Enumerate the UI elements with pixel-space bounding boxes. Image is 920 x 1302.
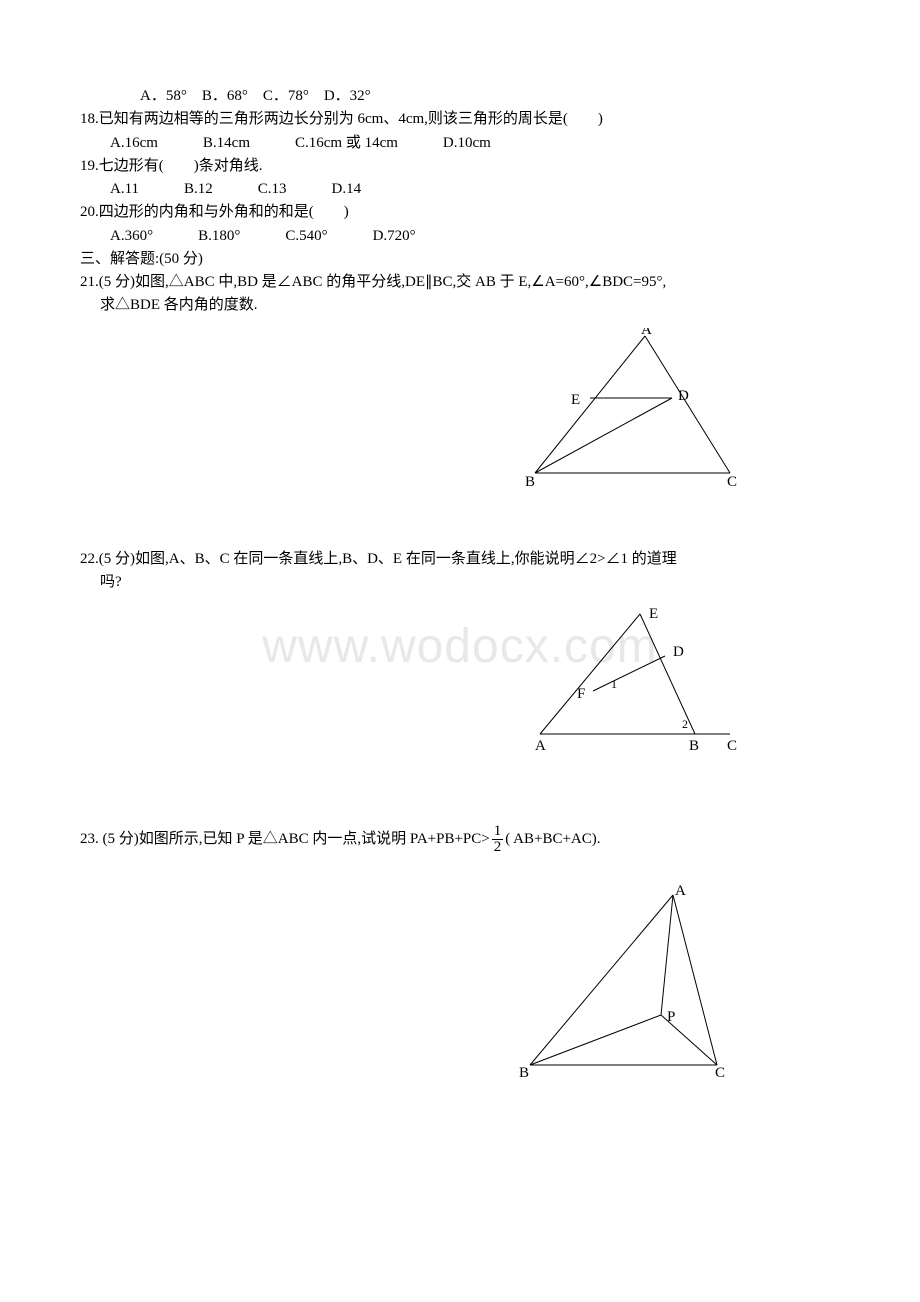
- svg-text:C: C: [727, 738, 737, 754]
- q21-ask: 求△BDE 各内角的度数.: [80, 294, 840, 317]
- section-3-header: 三、解答题:(50 分): [80, 248, 840, 271]
- svg-text:B: B: [525, 474, 535, 488]
- svg-text:C: C: [715, 1065, 725, 1080]
- svg-text:2: 2: [682, 717, 688, 731]
- q22-figure: E D F A B C 1 2: [505, 604, 740, 764]
- q23-figure-block: A B C P: [80, 885, 840, 1080]
- q22-figure-block: E D F A B C 1 2: [80, 604, 840, 764]
- q23-stem: 23. (5 分)如图所示,已知 P 是△ABC 内一点,试说明 PA+PB+P…: [80, 824, 840, 855]
- svg-text:B: B: [689, 738, 699, 754]
- svg-text:A: A: [641, 328, 652, 338]
- q21-figure-block: A E D B C: [80, 328, 840, 488]
- svg-text:E: E: [649, 606, 658, 622]
- q23-stem-b: ( AB+BC+AC).: [505, 831, 600, 847]
- svg-text:1: 1: [611, 677, 617, 691]
- q20-stem: 20.四边形的内角和与外角和的和是( ): [80, 201, 840, 224]
- q21-stem: 21.(5 分)如图,△ABC 中,BD 是∠ABC 的角平分线,DE∥BC,交…: [80, 271, 840, 294]
- q23-stem-a: 23. (5 分)如图所示,已知 P 是△ABC 内一点,试说明 PA+PB+P…: [80, 831, 490, 847]
- q18-options: A.16cm B.14cm C.16cm 或 14cm D.10cm: [80, 132, 840, 155]
- svg-text:A: A: [675, 885, 686, 899]
- q22-stem: 22.(5 分)如图,A、B、C 在同一条直线上,B、D、E 在同一条直线上,你…: [80, 548, 840, 571]
- q22-ask: 吗?: [80, 571, 840, 594]
- svg-text:A: A: [535, 738, 546, 754]
- svg-text:E: E: [571, 392, 580, 408]
- fraction-one-half: 12: [492, 824, 504, 855]
- q17-options: A．58° B．68° C．78° D．32°: [80, 85, 840, 108]
- svg-text:F: F: [577, 686, 585, 702]
- svg-text:D: D: [673, 644, 684, 660]
- svg-text:P: P: [667, 1009, 675, 1025]
- svg-text:C: C: [727, 474, 737, 488]
- q21-figure: A E D B C: [505, 328, 740, 488]
- svg-text:B: B: [519, 1065, 529, 1080]
- q23-figure: A B C P: [505, 885, 740, 1080]
- q19-options: A.11 B.12 C.13 D.14: [80, 178, 840, 201]
- page-content: A．58° B．68° C．78° D．32° 18.已知有两边相等的三角形两边…: [80, 85, 840, 1080]
- q18-stem: 18.已知有两边相等的三角形两边长分别为 6cm、4cm,则该三角形的周长是( …: [80, 108, 840, 131]
- q19-stem: 19.七边形有( )条对角线.: [80, 155, 840, 178]
- svg-text:D: D: [678, 388, 689, 404]
- q20-options: A.360° B.180° C.540° D.720°: [80, 225, 840, 248]
